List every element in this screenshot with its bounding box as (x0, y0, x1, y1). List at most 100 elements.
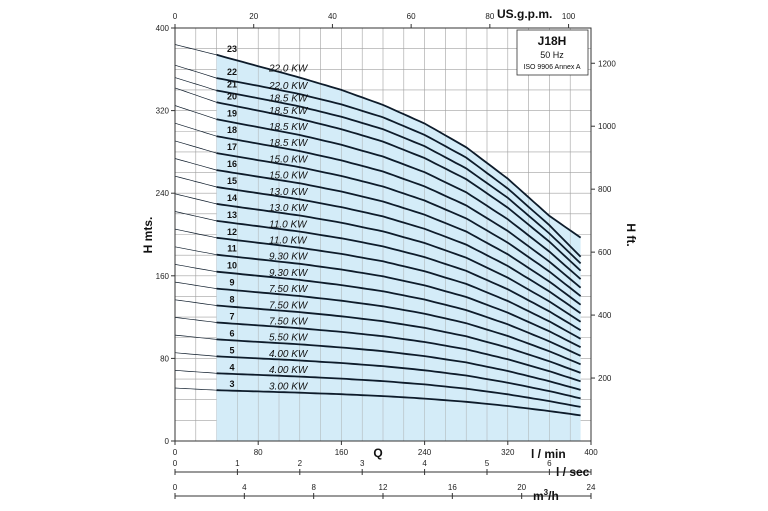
power-label-16: 15.0 KW (269, 171, 309, 182)
y-right-tick-label: 800 (598, 185, 612, 194)
curve-labels: 3 3.00 KW 4 4.00 KW 5 4.00 KW 6 5.50 KW 7 7.50 KW… (227, 44, 309, 393)
curve-stage-3 (216, 389, 581, 417)
power-label-14: 13.0 KW (269, 203, 309, 214)
curve-stage-13 (216, 220, 582, 331)
power-label-17: 15.0 KW (269, 154, 309, 165)
stage-label-17: 17 (227, 142, 237, 152)
stage-label-11: 11 (227, 244, 237, 254)
x-lsec-tick-label: 0 (173, 459, 178, 468)
power-label-20: 18.5 KW (269, 106, 309, 117)
power-label-19: 18.5 KW (269, 122, 309, 133)
x-m3h-axis-title-unit: m (533, 489, 544, 503)
x-top-tick-label: 100 (562, 12, 576, 21)
x-m3h-tick-label: 12 (379, 483, 388, 492)
stage-label-21: 21 (227, 79, 237, 89)
x-top-tick-label: 0 (173, 12, 178, 21)
power-label-11: 9.30 KW (269, 252, 309, 263)
power-label-4: 4.00 KW (269, 365, 309, 376)
y-left-tick-label: 160 (156, 272, 170, 281)
curve-stage-10 (216, 270, 581, 357)
stage-label-7: 7 (229, 311, 234, 321)
curve-stage-16 (216, 169, 582, 306)
curve-stage-4 (216, 372, 581, 408)
curve-stage-22 (216, 77, 582, 258)
x-lsec-tick-label: 3 (360, 459, 365, 468)
curve-stage-6 (216, 338, 581, 391)
stage-label-19: 19 (227, 108, 237, 118)
y-left-tick-label: 400 (156, 24, 170, 33)
model-info-box-frame (516, 29, 589, 76)
power-label-6: 5.50 KW (269, 333, 309, 344)
curve-stage-9 (216, 287, 581, 366)
model-info-box: J18H 50 Hz ISO 9906 Annex A (516, 29, 589, 76)
model-name: J18H (538, 34, 567, 48)
x-top-axis-title: US.g.p.m. (497, 7, 552, 21)
stage-label-8: 8 (229, 295, 234, 305)
x-m3h-tick-label: 20 (517, 483, 526, 492)
x-lsec-tick-label: 2 (298, 459, 303, 468)
x-bottom-tick-label: 400 (584, 448, 598, 457)
power-label-3: 3.00 KW (269, 381, 309, 392)
x-bottom-tick-label: 240 (418, 448, 432, 457)
y-right-tick-label: 1200 (598, 59, 616, 68)
power-label-5: 4.00 KW (269, 349, 309, 360)
x-lsec-axis-title: l / sec (556, 465, 590, 479)
x-m3h-tick-label: 16 (448, 483, 457, 492)
power-label-18: 18.5 KW (269, 138, 309, 149)
stage-label-6: 6 (229, 328, 234, 338)
y-left-tick-label: 320 (156, 107, 170, 116)
curve-stage-20 (216, 101, 582, 272)
x-m3h-axis-title-sup: 3 (544, 488, 549, 497)
y-right-tick-label: 400 (598, 311, 612, 320)
x-q-label: Q (373, 446, 382, 460)
x-m3h-tick-label: 8 (311, 483, 316, 492)
x-lmin-axis-title: l / min (531, 447, 566, 461)
curve-stage-23 (216, 53, 582, 239)
stage-label-12: 12 (227, 227, 237, 237)
performance-curves (174, 44, 582, 442)
stage-label-23: 23 (227, 44, 237, 54)
x-lsec-tick-label: 6 (547, 459, 552, 468)
y-right-tick-label: 600 (598, 248, 612, 257)
curve-stage-14 (216, 203, 582, 323)
curve-stage-18 (216, 135, 582, 289)
x-bottom-tick-label: 0 (173, 448, 178, 457)
stage-label-18: 18 (227, 125, 237, 135)
y-left-tick-label: 240 (156, 189, 170, 198)
stage-label-22: 22 (227, 67, 237, 77)
y-left-axis-title: H mts. (141, 217, 155, 254)
stage-label-3: 3 (229, 379, 234, 389)
standard-label: ISO 9906 Annex A (523, 64, 581, 71)
stage-label-16: 16 (227, 159, 237, 169)
x-top-tick-label: 40 (328, 12, 337, 21)
curve-stage-5 (216, 355, 581, 400)
curve-stage-11 (216, 253, 582, 349)
x-m3h-tick-label: 4 (242, 483, 247, 492)
power-label-13: 11.0 KW (269, 219, 308, 230)
curve-stage-8 (216, 304, 581, 374)
power-label-7: 7.50 KW (269, 317, 309, 328)
y-right-tick-label: 200 (598, 374, 612, 383)
power-label-10: 9.30 KW (269, 268, 309, 279)
x-top-tick-label: 60 (407, 12, 416, 21)
x-top-tick-label: 80 (485, 12, 494, 21)
y-right-tick-label: 1000 (598, 122, 616, 131)
stage-label-15: 15 (227, 176, 237, 186)
x-m3h-tick-label: 24 (587, 483, 596, 492)
x-bottom-tick-label: 160 (335, 448, 349, 457)
y-right-axis-title: H ft. (624, 223, 638, 246)
curve-stage-12 (216, 236, 582, 340)
x-lsec-tick-label: 1 (235, 459, 240, 468)
stage-label-9: 9 (229, 278, 234, 288)
stage-label-14: 14 (227, 193, 237, 203)
y-left-tick-label: 0 (165, 437, 170, 446)
x-m3h-axis-title: m3/h (533, 488, 559, 503)
plot-frame (174, 27, 592, 442)
power-label-23: 22.0 KW (268, 64, 309, 75)
power-label-15: 13.0 KW (269, 187, 309, 198)
power-label-9: 7.50 KW (269, 284, 309, 295)
power-label-21: 18.5 KW (269, 93, 309, 104)
curve-stage-19 (216, 118, 582, 280)
y-left-tick-label: 80 (160, 354, 169, 363)
